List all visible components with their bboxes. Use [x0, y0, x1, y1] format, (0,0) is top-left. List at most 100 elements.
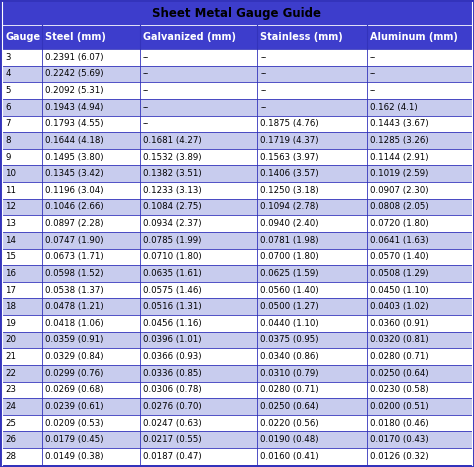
Bar — [367, 448, 472, 465]
Bar — [140, 66, 257, 82]
Bar — [2, 282, 42, 298]
Bar — [140, 348, 257, 365]
Bar — [140, 132, 257, 149]
Text: --: -- — [143, 120, 149, 128]
Text: 15: 15 — [5, 252, 16, 262]
Text: --: -- — [143, 86, 149, 95]
Bar — [2, 398, 42, 415]
Text: 0.0785 (1.99): 0.0785 (1.99) — [143, 236, 201, 245]
Text: 0.0907 (2.30): 0.0907 (2.30) — [370, 186, 428, 195]
Bar — [2, 382, 42, 398]
Text: 0.0934 (2.37): 0.0934 (2.37) — [143, 219, 201, 228]
Text: 0.0179 (0.45): 0.0179 (0.45) — [45, 435, 103, 444]
Text: Gauge: Gauge — [5, 32, 40, 42]
Text: 0.0396 (1.01): 0.0396 (1.01) — [143, 335, 201, 345]
Bar — [367, 415, 472, 432]
Bar — [42, 448, 140, 465]
Bar — [367, 382, 472, 398]
Text: 0.0450 (1.10): 0.0450 (1.10) — [370, 286, 428, 295]
Bar — [257, 365, 367, 382]
Bar — [257, 448, 367, 465]
Bar — [257, 332, 367, 348]
Bar — [140, 448, 257, 465]
Text: 18: 18 — [5, 302, 16, 311]
Text: 0.0306 (0.78): 0.0306 (0.78) — [143, 385, 201, 394]
Bar — [140, 232, 257, 248]
Text: 0.0190 (0.48): 0.0190 (0.48) — [260, 435, 319, 444]
Bar — [140, 198, 257, 215]
Bar — [367, 332, 472, 348]
Bar — [367, 132, 472, 149]
Text: 23: 23 — [5, 385, 16, 394]
Bar — [42, 99, 140, 115]
Text: 0.0575 (1.46): 0.0575 (1.46) — [143, 286, 201, 295]
Bar — [140, 432, 257, 448]
Text: 5: 5 — [5, 86, 11, 95]
Text: 0.0280 (0.71): 0.0280 (0.71) — [260, 385, 319, 394]
Bar — [42, 25, 140, 49]
Text: 0.0320 (0.81): 0.0320 (0.81) — [370, 335, 428, 345]
Text: 0.1943 (4.94): 0.1943 (4.94) — [45, 103, 103, 112]
Text: 0.0359 (0.91): 0.0359 (0.91) — [45, 335, 103, 345]
Bar — [257, 49, 367, 66]
Text: 4: 4 — [5, 70, 11, 78]
Text: 0.0299 (0.76): 0.0299 (0.76) — [45, 369, 103, 378]
Bar — [2, 365, 42, 382]
Text: 0.0700 (1.80): 0.0700 (1.80) — [260, 252, 319, 262]
Text: 0.1094 (2.78): 0.1094 (2.78) — [260, 203, 319, 212]
Bar — [42, 132, 140, 149]
Bar — [2, 415, 42, 432]
Text: 0.1719 (4.37): 0.1719 (4.37) — [260, 136, 319, 145]
Bar — [140, 99, 257, 115]
Text: 21: 21 — [5, 352, 16, 361]
Bar — [140, 248, 257, 265]
Text: 0.0598 (1.52): 0.0598 (1.52) — [45, 269, 103, 278]
Text: 10: 10 — [5, 169, 16, 178]
Text: 22: 22 — [5, 369, 16, 378]
Bar — [367, 198, 472, 215]
Bar — [257, 165, 367, 182]
Text: 0.0247 (0.63): 0.0247 (0.63) — [143, 418, 201, 428]
Text: 0.1144 (2.91): 0.1144 (2.91) — [370, 153, 428, 162]
Bar — [2, 165, 42, 182]
Bar — [140, 25, 257, 49]
Bar — [2, 182, 42, 198]
Bar — [367, 182, 472, 198]
Text: 0.0456 (1.16): 0.0456 (1.16) — [143, 319, 201, 328]
Text: Aluminum (mm): Aluminum (mm) — [370, 32, 458, 42]
Text: 11: 11 — [5, 186, 16, 195]
Bar — [42, 382, 140, 398]
Bar — [367, 115, 472, 132]
Bar — [140, 265, 257, 282]
Bar — [2, 432, 42, 448]
Text: Galvanized (mm): Galvanized (mm) — [143, 32, 236, 42]
Text: 17: 17 — [5, 286, 16, 295]
Bar — [257, 248, 367, 265]
Text: 0.0710 (1.80): 0.0710 (1.80) — [143, 252, 201, 262]
Text: 0.2092 (5.31): 0.2092 (5.31) — [45, 86, 103, 95]
Bar — [257, 282, 367, 298]
Text: 0.1793 (4.55): 0.1793 (4.55) — [45, 120, 103, 128]
Bar — [42, 315, 140, 332]
Text: Stainless (mm): Stainless (mm) — [260, 32, 343, 42]
Text: 0.0126 (0.32): 0.0126 (0.32) — [370, 452, 428, 461]
Bar — [367, 99, 472, 115]
Text: 0.1019 (2.59): 0.1019 (2.59) — [370, 169, 428, 178]
Bar — [367, 232, 472, 248]
Text: --: -- — [143, 53, 149, 62]
Text: 0.0403 (1.02): 0.0403 (1.02) — [370, 302, 428, 311]
Text: 0.0209 (0.53): 0.0209 (0.53) — [45, 418, 103, 428]
Bar — [140, 82, 257, 99]
Bar — [140, 365, 257, 382]
Text: 0.0329 (0.84): 0.0329 (0.84) — [45, 352, 103, 361]
Text: 0.1563 (3.97): 0.1563 (3.97) — [260, 153, 319, 162]
Text: 0.0340 (0.86): 0.0340 (0.86) — [260, 352, 319, 361]
Bar — [140, 382, 257, 398]
Text: 0.1084 (2.75): 0.1084 (2.75) — [143, 203, 201, 212]
Bar — [42, 365, 140, 382]
Text: 0.0250 (0.64): 0.0250 (0.64) — [370, 369, 428, 378]
Bar — [2, 82, 42, 99]
Bar — [367, 265, 472, 282]
Bar — [42, 198, 140, 215]
Text: 0.2391 (6.07): 0.2391 (6.07) — [45, 53, 103, 62]
